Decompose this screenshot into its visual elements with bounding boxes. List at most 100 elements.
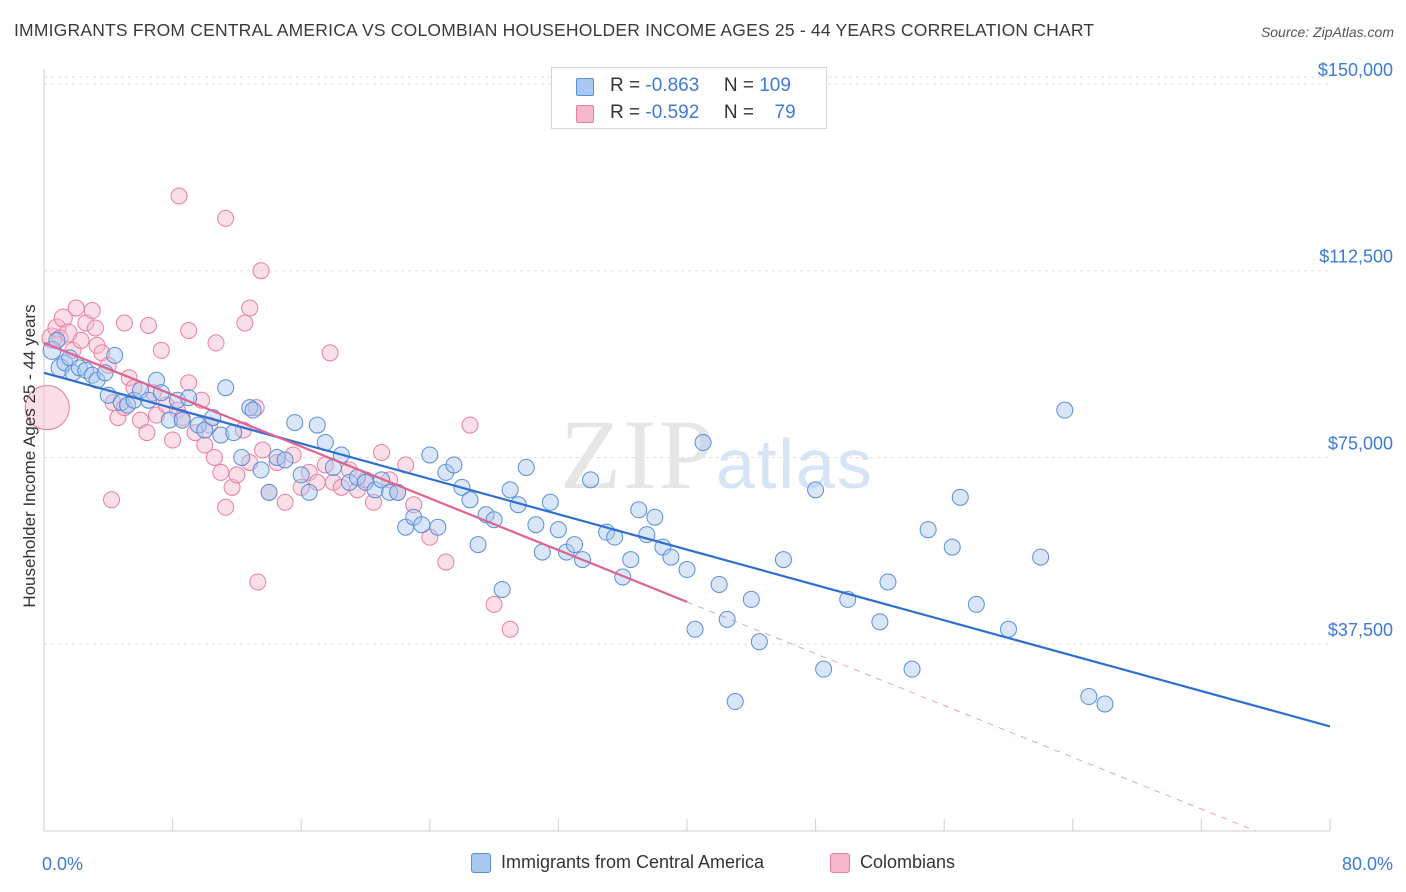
data-point-colombians [207,334,225,352]
y-axis-tick-labels: $37,500 $75,000 $112,500 $150,000 [1318,60,1393,640]
data-point-central-america [160,411,178,429]
data-point-central-america [308,416,326,434]
data-point-central-america [951,488,969,506]
data-point-central-america [726,693,744,711]
data-point-colombians [276,493,294,511]
legend-label: Colombians [860,852,956,872]
series-central-america-points [42,331,1114,713]
data-point-central-america [742,590,760,608]
legend-row-text: R = -0.863 N = 109 [610,75,791,97]
data-point-central-america [630,501,648,519]
data-point-central-america [686,620,704,638]
data-point-colombians [247,399,265,417]
legend-swatch-blue [576,78,594,96]
data-point-central-america [582,471,600,489]
n-label: N = [723,75,754,96]
data-point-colombians [501,620,519,638]
y-tick-label: $150,000 [1318,60,1393,80]
data-point-central-america [541,493,559,511]
data-point-central-america [622,551,640,569]
data-point-colombians [139,316,157,334]
series-colombians-points [24,187,519,638]
y-tick-label: $37,500 [1328,620,1393,640]
data-point-central-america [1080,688,1098,706]
trend-line-central-america [43,371,1331,728]
legend-label: Immigrants from Central America [501,852,765,872]
data-point-central-america [517,458,535,476]
data-point-colombians [180,321,198,339]
data-point-central-america [83,366,101,384]
data-point-colombians [485,595,503,613]
n-value: 79 [774,102,796,123]
data-point-central-america [678,561,696,579]
data-point-central-america [286,414,304,432]
data-point-central-america [694,434,712,452]
data-point-colombians [53,308,73,328]
legend-row-text: R = -0.592 N = 79 [610,102,796,124]
data-point-central-america [292,466,310,484]
r-value: -0.592 [645,102,700,123]
data-point-central-america [919,521,937,539]
data-point-colombians [236,314,254,332]
y-tick-label: $75,000 [1328,433,1393,453]
r-label: R = [610,102,641,123]
data-point-central-america [260,483,278,501]
trend-line-colombians-extension [686,601,1256,832]
data-point-colombians [365,493,383,511]
y-tick-label: $112,500 [1319,247,1393,267]
data-point-central-america [106,346,124,364]
data-point-colombians [196,436,214,454]
data-point-colombians [249,573,267,591]
data-point-colombians [138,424,156,442]
data-point-colombians [405,496,423,514]
data-point-central-america [173,411,191,429]
source-label: Source: ZipAtlas.com [1260,24,1394,40]
data-point-central-america [469,536,487,554]
data-point-colombians [228,466,246,484]
data-point-colombians [24,385,70,431]
data-point-colombians [115,314,133,332]
data-point-colombians [461,416,479,434]
legend-swatch-blue [471,853,491,873]
x-tick-label-min: 0.0% [42,854,83,874]
data-point-colombians [72,331,90,349]
data-point-colombians [86,319,104,337]
x-axis-ticks [43,819,1331,831]
data-point-central-america [815,660,833,678]
data-point-central-america [549,521,567,539]
data-point-central-america [1056,401,1074,419]
data-point-colombians [205,448,223,466]
data-point-colombians [164,431,182,449]
data-point-colombians [373,443,391,461]
data-point-colombians [437,553,455,571]
chart-title: IMMIGRANTS FROM CENTRAL AMERICA VS COLOM… [14,20,1095,40]
data-point-colombians [170,187,188,205]
watermark-zip: ZIP [560,399,716,510]
data-point-central-america [903,660,921,678]
data-point-colombians [217,498,235,516]
r-value: -0.863 [645,75,700,96]
data-point-central-america [565,536,583,554]
data-point-colombians [241,299,259,317]
data-point-colombians [254,441,272,459]
data-point-central-america [501,481,519,499]
data-point-central-america [879,573,897,591]
data-point-colombians [47,318,67,338]
data-point-central-america [527,516,545,534]
data-point-central-america [300,483,318,501]
data-point-colombians [321,344,339,362]
data-point-central-america [196,421,214,439]
data-point-central-america [750,633,768,651]
data-point-central-america [212,426,230,444]
y-axis-title: Householder Income Ages 25 - 44 years [20,304,39,607]
data-point-central-america [718,610,736,628]
data-point-colombians [103,491,121,509]
n-value: 109 [759,75,791,96]
data-point-central-america [241,399,259,417]
n-label: N = [723,102,754,123]
grid-lines [44,76,1330,645]
data-point-central-america [461,491,479,509]
legend-swatch-pink [576,105,594,123]
x-tick-label-max: 80.0% [1342,854,1393,874]
trend-lines [43,341,1331,832]
